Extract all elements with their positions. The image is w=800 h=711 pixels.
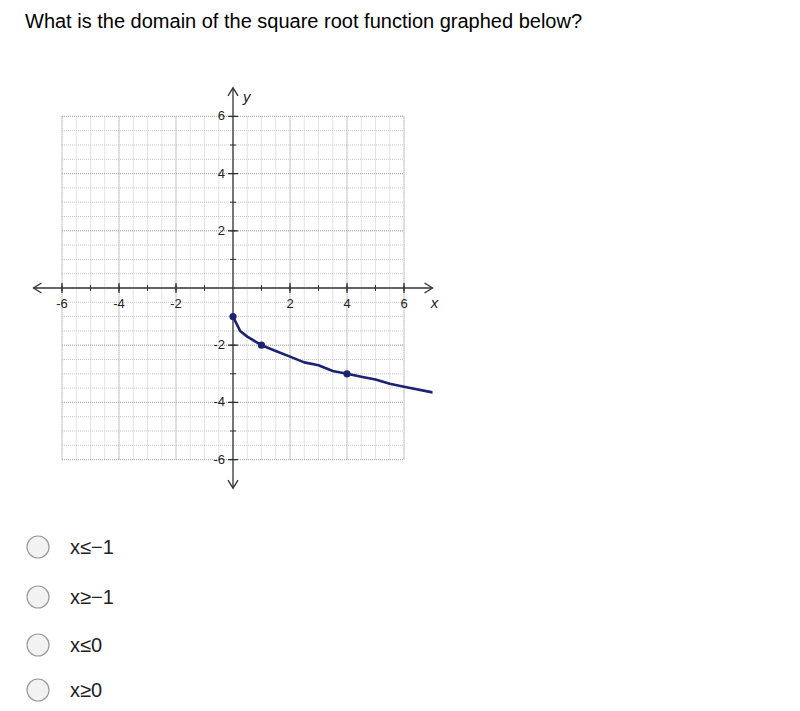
point bbox=[258, 342, 265, 349]
point bbox=[343, 370, 350, 377]
minor-tick bbox=[147, 285, 148, 291]
minor-tick bbox=[261, 285, 262, 291]
x-tick bbox=[61, 283, 62, 293]
minor-tick bbox=[318, 285, 319, 291]
grid-line bbox=[119, 116, 120, 459]
y-tick-label: -4 bbox=[213, 394, 225, 409]
minor-tick bbox=[230, 202, 236, 203]
grid-line-minor bbox=[62, 173, 404, 174]
axis-arrow bbox=[34, 283, 42, 293]
grid-line-minor bbox=[261, 116, 262, 459]
x-tick bbox=[289, 283, 290, 293]
option[interactable]: x≥0 bbox=[27, 679, 102, 701]
page: What is the domain of the square root fu… bbox=[0, 0, 800, 711]
grid-line-minor bbox=[62, 431, 404, 432]
grid-line-minor bbox=[290, 116, 291, 459]
y-tick bbox=[228, 116, 238, 117]
grid-line bbox=[62, 345, 404, 346]
y-tick-label: 6 bbox=[218, 108, 225, 123]
radio-button[interactable] bbox=[27, 586, 49, 608]
grid-line bbox=[62, 230, 404, 231]
grid-line-minor bbox=[375, 116, 376, 459]
grid-line bbox=[62, 116, 404, 117]
axis-arrow bbox=[228, 88, 238, 96]
x-tick bbox=[346, 283, 347, 293]
grid-line-minor bbox=[176, 116, 177, 459]
y-tick bbox=[228, 402, 238, 403]
grid-line bbox=[404, 116, 405, 459]
grid-line-minor bbox=[62, 230, 404, 231]
minor-tick bbox=[230, 431, 236, 432]
y-tick-label: 2 bbox=[218, 223, 225, 238]
x-tick-label: 6 bbox=[400, 296, 407, 311]
x-axis-label: x bbox=[430, 294, 439, 311]
grid-line-minor bbox=[62, 202, 404, 203]
grid-line bbox=[347, 116, 348, 459]
x-tick bbox=[403, 283, 404, 293]
x-tick-label: -2 bbox=[170, 296, 182, 311]
grid-line bbox=[176, 116, 177, 459]
minor-tick bbox=[230, 259, 236, 260]
minor-tick bbox=[230, 145, 236, 146]
radio-button[interactable] bbox=[27, 634, 49, 656]
y-tick bbox=[228, 173, 238, 174]
grid-line-minor bbox=[62, 345, 404, 346]
y-tick bbox=[228, 230, 238, 231]
grid-line-minor bbox=[62, 116, 404, 117]
option-label: x≤−1 bbox=[70, 536, 114, 558]
option[interactable]: x≥−1 bbox=[27, 586, 114, 608]
x-tick bbox=[118, 283, 119, 293]
x-tick-label: -4 bbox=[113, 296, 125, 311]
radio-button[interactable] bbox=[27, 536, 49, 558]
point bbox=[229, 313, 236, 320]
axis-arrow bbox=[228, 480, 238, 488]
minor-tick bbox=[230, 373, 236, 374]
grid-line-minor bbox=[204, 116, 205, 459]
radio-button[interactable] bbox=[27, 679, 49, 701]
minor-tick bbox=[204, 285, 205, 291]
option[interactable]: x≤−1 bbox=[27, 536, 114, 558]
grid-line-minor bbox=[404, 116, 405, 459]
grid-line-minor bbox=[62, 402, 404, 403]
y-tick-label: 4 bbox=[218, 166, 225, 181]
grid-line bbox=[62, 402, 404, 403]
question: What is the domain of the square root fu… bbox=[25, 10, 582, 32]
option-label: x≤0 bbox=[70, 634, 102, 656]
grid-line-minor bbox=[90, 116, 91, 459]
option-label: x≥−1 bbox=[70, 586, 114, 608]
grid-line bbox=[62, 459, 404, 460]
minor-tick bbox=[90, 285, 91, 291]
axis-arrow bbox=[425, 283, 433, 293]
option-label: x≥0 bbox=[70, 679, 102, 701]
y-axis-label: y bbox=[242, 88, 252, 105]
axes: -6 -4 -2 2 4 6 -6 -4 -2 2 4 6 bbox=[34, 88, 433, 488]
y-axis bbox=[232, 88, 233, 488]
curve bbox=[233, 317, 433, 393]
grid-line-minor bbox=[62, 459, 404, 460]
grid-line-minor bbox=[119, 116, 120, 459]
grid-line-minor bbox=[318, 116, 319, 459]
x-tick-label: 4 bbox=[343, 296, 350, 311]
y-tick-label: -2 bbox=[213, 337, 225, 352]
grid-line-minor bbox=[147, 116, 148, 459]
x-tick-label: -6 bbox=[56, 296, 68, 311]
y-tick bbox=[228, 345, 238, 346]
grid-line bbox=[62, 173, 404, 174]
y-tick-label: -6 bbox=[213, 452, 225, 467]
grid-line bbox=[290, 116, 291, 459]
grid-line-minor bbox=[347, 116, 348, 459]
grid-line-minor bbox=[62, 116, 63, 459]
x-tick-label: 2 bbox=[286, 296, 293, 311]
canvas: What is the domain of the square root fu… bbox=[0, 0, 800, 711]
minor-tick bbox=[375, 285, 376, 291]
grid-line-minor bbox=[62, 145, 404, 146]
x-tick bbox=[175, 283, 176, 293]
y-tick bbox=[228, 459, 238, 460]
grid-line bbox=[62, 116, 63, 459]
grid-line-minor bbox=[62, 259, 404, 260]
marks bbox=[229, 313, 432, 392]
option[interactable]: x≤0 bbox=[27, 634, 102, 656]
